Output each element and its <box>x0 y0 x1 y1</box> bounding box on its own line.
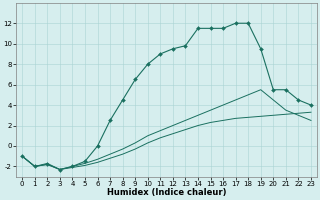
X-axis label: Humidex (Indice chaleur): Humidex (Indice chaleur) <box>107 188 226 197</box>
